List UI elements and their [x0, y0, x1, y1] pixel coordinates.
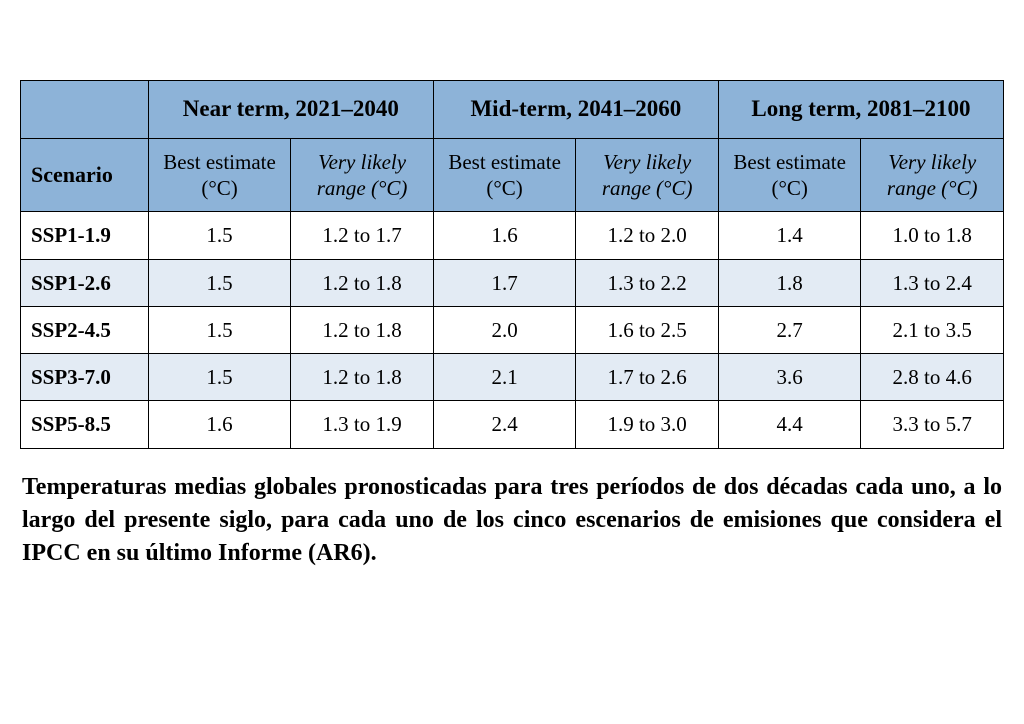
cell-value: 2.8 to 4.6	[861, 354, 1004, 401]
table-row: SSP3-7.0 1.5 1.2 to 1.8 2.1 1.7 to 2.6 3…	[21, 354, 1004, 401]
cell-value: 2.1 to 3.5	[861, 306, 1004, 353]
ipcc-temperature-table: Near term, 2021–2040 Mid-term, 2041–2060…	[20, 80, 1004, 449]
cell-value: 1.5	[148, 212, 291, 259]
cell-value: 1.8	[718, 259, 861, 306]
cell-value: 1.4	[718, 212, 861, 259]
subheader-mid-best: Best estimate (°C)	[433, 138, 576, 212]
cell-value: 1.7	[433, 259, 576, 306]
subheader-long-range: Very likely range (°C)	[861, 138, 1004, 212]
cell-value: 2.1	[433, 354, 576, 401]
cell-value: 2.0	[433, 306, 576, 353]
subheader-mid-range: Very likely range (°C)	[576, 138, 719, 212]
cell-value: 4.4	[718, 401, 861, 448]
scenario-label: SSP3-7.0	[21, 354, 149, 401]
cell-value: 2.7	[718, 306, 861, 353]
period-long-term: Long term, 2081–2100	[718, 81, 1003, 139]
cell-value: 1.2 to 2.0	[576, 212, 719, 259]
table-row: SSP1-2.6 1.5 1.2 to 1.8 1.7 1.3 to 2.2 1…	[21, 259, 1004, 306]
cell-value: 1.5	[148, 354, 291, 401]
table-row: SSP2-4.5 1.5 1.2 to 1.8 2.0 1.6 to 2.5 2…	[21, 306, 1004, 353]
cell-value: 1.6	[433, 212, 576, 259]
subheader-long-best: Best estimate (°C)	[718, 138, 861, 212]
table-row: SSP5-8.5 1.6 1.3 to 1.9 2.4 1.9 to 3.0 4…	[21, 401, 1004, 448]
subheader-near-best: Best estimate (°C)	[148, 138, 291, 212]
table-row: SSP1-1.9 1.5 1.2 to 1.7 1.6 1.2 to 2.0 1…	[21, 212, 1004, 259]
page: Near term, 2021–2040 Mid-term, 2041–2060…	[0, 0, 1024, 570]
table-body: SSP1-1.9 1.5 1.2 to 1.7 1.6 1.2 to 2.0 1…	[21, 212, 1004, 448]
table-caption: Temperaturas medias globales pronosticad…	[20, 471, 1004, 570]
cell-value: 3.6	[718, 354, 861, 401]
cell-value: 1.3 to 2.4	[861, 259, 1004, 306]
cell-value: 3.3 to 5.7	[861, 401, 1004, 448]
cell-value: 1.5	[148, 259, 291, 306]
cell-value: 1.2 to 1.8	[291, 354, 434, 401]
table-header-row-periods: Near term, 2021–2040 Mid-term, 2041–2060…	[21, 81, 1004, 139]
cell-value: 2.4	[433, 401, 576, 448]
cell-value: 1.5	[148, 306, 291, 353]
scenario-label: SSP1-1.9	[21, 212, 149, 259]
scenario-label: SSP1-2.6	[21, 259, 149, 306]
cell-value: 1.3 to 2.2	[576, 259, 719, 306]
cell-value: 1.6 to 2.5	[576, 306, 719, 353]
table-header-row-sub: Scenario Best estimate (°C) Very likely …	[21, 138, 1004, 212]
cell-value: 1.2 to 1.8	[291, 306, 434, 353]
scenario-label: SSP5-8.5	[21, 401, 149, 448]
cell-value: 1.9 to 3.0	[576, 401, 719, 448]
table-header: Near term, 2021–2040 Mid-term, 2041–2060…	[21, 81, 1004, 212]
cell-value: 1.3 to 1.9	[291, 401, 434, 448]
cell-value: 1.0 to 1.8	[861, 212, 1004, 259]
cell-value: 1.7 to 2.6	[576, 354, 719, 401]
cell-value: 1.6	[148, 401, 291, 448]
scenario-label: SSP2-4.5	[21, 306, 149, 353]
scenario-column-header: Scenario	[21, 138, 149, 212]
cell-value: 1.2 to 1.8	[291, 259, 434, 306]
cell-value: 1.2 to 1.7	[291, 212, 434, 259]
period-mid-term: Mid-term, 2041–2060	[433, 81, 718, 139]
subheader-near-range: Very likely range (°C)	[291, 138, 434, 212]
header-blank	[21, 81, 149, 139]
period-near-term: Near term, 2021–2040	[148, 81, 433, 139]
